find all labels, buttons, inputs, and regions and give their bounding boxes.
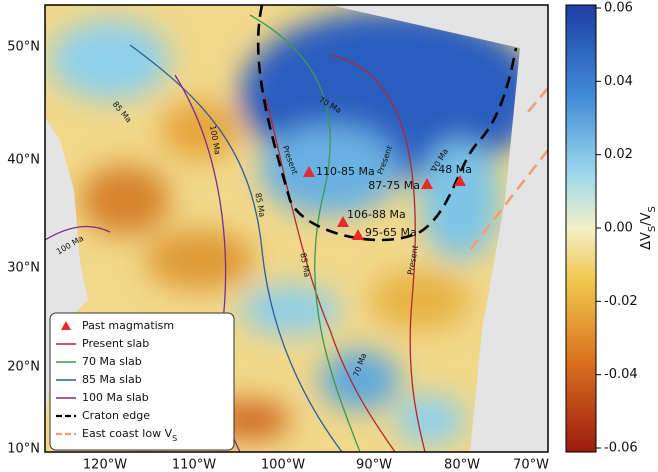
label-text: ΔV <box>639 232 654 250</box>
legend-label: 70 Ma slab <box>82 355 142 368</box>
present-slab <box>329 54 426 452</box>
colorbar-tick-label: -0.04 <box>604 367 638 382</box>
contour-label: 85 Ma <box>253 192 266 218</box>
magmatism-marker <box>454 175 466 186</box>
subscript: S <box>647 206 658 212</box>
age-annotation: 95-65 Ma <box>365 226 417 239</box>
lat-label: 50°N <box>7 40 40 55</box>
magmatism-marker <box>352 229 364 240</box>
legend-symbol <box>61 321 71 330</box>
colorbar <box>565 4 597 453</box>
legend-label: 85 Ma slab <box>82 373 142 386</box>
colorbar-tick-label: -0.02 <box>604 294 638 309</box>
age-annotation: 106-88 Ma <box>347 208 406 221</box>
map-frame <box>44 4 549 453</box>
lon-label: 80°W <box>444 458 480 472</box>
lon-label: 100°W <box>261 458 305 472</box>
lon-label: 120°W <box>83 458 127 472</box>
craton-edge <box>256 5 518 242</box>
subscript: S <box>172 434 177 443</box>
colorbar-tick-label: 0.04 <box>604 74 633 89</box>
lon-label: 70°W <box>513 458 549 472</box>
100ma-slab <box>45 225 111 241</box>
lat-label: 40°N <box>7 153 40 168</box>
magmatism-marker <box>337 216 349 227</box>
colorbar-tick-label: 0.00 <box>604 221 633 236</box>
legend-label: Craton edge <box>82 409 150 422</box>
label-text: /V <box>639 212 654 225</box>
70ma-slab <box>249 14 361 452</box>
legend-label: East coast low VS <box>82 427 177 443</box>
lat-label: 30°N <box>7 261 40 276</box>
colorbar-tick-label: 0.06 <box>604 1 633 16</box>
colorbar-label: ΔVS/VS <box>639 206 658 250</box>
lat-label: 20°N <box>7 360 40 375</box>
colorbar-tick-label: 0.02 <box>604 147 633 162</box>
age-annotation: ~48 Ma <box>429 163 472 176</box>
85ma-slab <box>129 44 343 452</box>
legend-label: Past magmatism <box>82 319 174 332</box>
legend-label: Present slab <box>82 337 149 350</box>
age-annotation: 87-75 Ma <box>368 179 420 192</box>
present-slab <box>264 94 396 452</box>
legend: Past magmatism Present slab 70 Ma slab 85 M… <box>49 312 235 451</box>
magmatism-marker <box>303 166 315 177</box>
tomography <box>45 5 520 452</box>
contour-label: 85 Ma <box>298 252 311 278</box>
east-coast-low-vs <box>468 87 548 251</box>
subscript: S <box>647 226 658 232</box>
lon-label: 110°W <box>172 458 216 472</box>
legend-label: 100 Ma slab <box>82 391 149 404</box>
age-annotation: 110-85 Ma <box>316 165 375 178</box>
legend-box <box>49 312 235 451</box>
magmatism-marker <box>421 178 433 189</box>
colorbar-tick-label: -0.06 <box>604 441 638 456</box>
lat-label: 10°N <box>7 442 40 457</box>
lon-label: 90°W <box>356 458 392 472</box>
